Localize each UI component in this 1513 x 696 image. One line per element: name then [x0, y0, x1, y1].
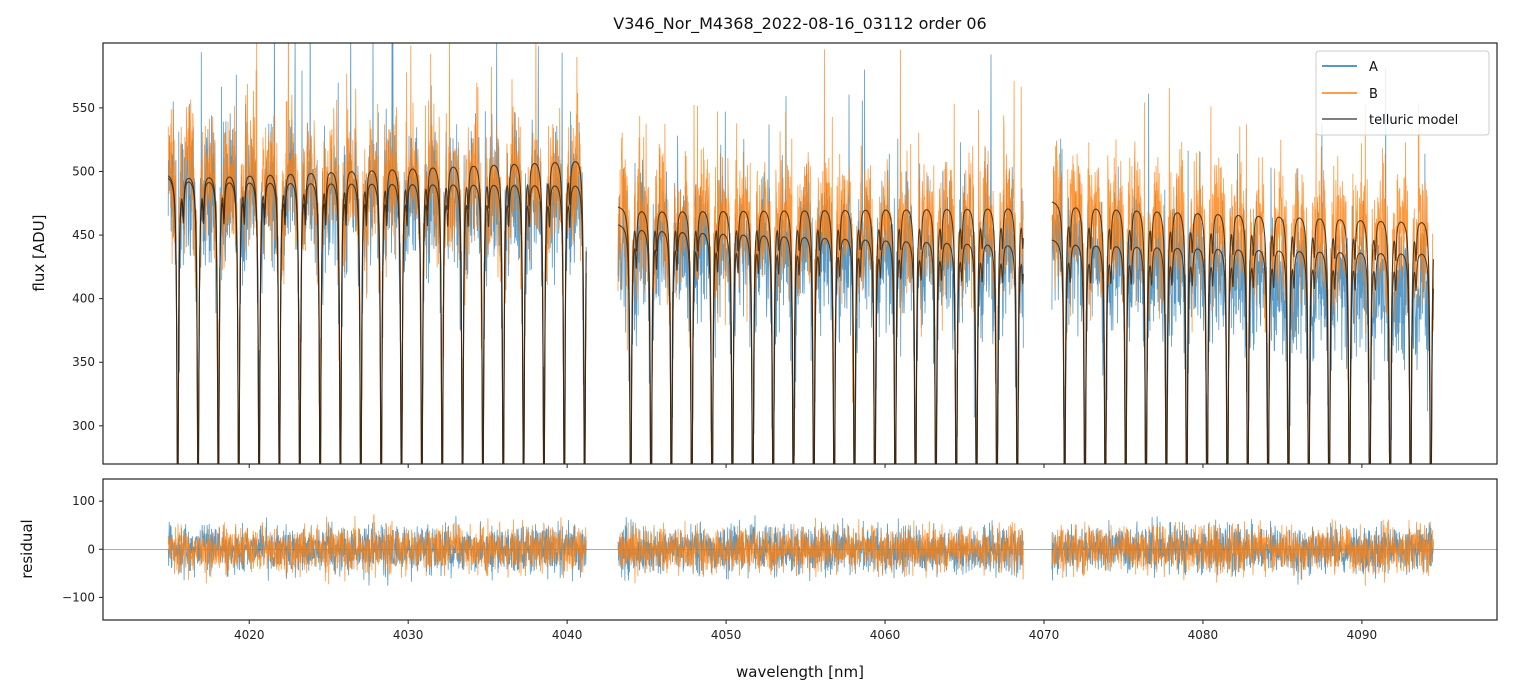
legend-box — [1315, 50, 1490, 136]
telluric-model-curve-1-segment-3 — [1051, 201, 1434, 464]
y-tick-label: 450 — [72, 228, 95, 242]
series-a-flux-segment-1 — [167, 43, 587, 464]
x-tick-label: 4040 — [552, 628, 583, 642]
y-tick-label: 550 — [72, 101, 95, 115]
flux-plot-area — [167, 43, 1434, 464]
telluric-model-curve-2-segment-3 — [1051, 239, 1434, 464]
y-tick-label: 350 — [72, 355, 95, 369]
series-b-flux-segment-1 — [167, 43, 587, 464]
y-axis-label-flux: flux [ADU] — [30, 214, 48, 291]
series-a-flux-segment-2 — [617, 54, 1024, 464]
x-tick-label: 4030 — [393, 628, 424, 642]
series-b-flux-segment-2 — [617, 49, 1024, 464]
telluric-model-curve-2-segment-2 — [617, 224, 1024, 464]
series-b-residual-segment-1 — [167, 514, 587, 585]
telluric-model-curve-1-segment-2 — [617, 206, 1024, 464]
legend-label-telluric: telluric model — [1369, 113, 1458, 128]
x-tick-label: 4090 — [1347, 628, 1378, 642]
y-axis-label-residual: residual — [18, 519, 36, 578]
series-b-residual-segment-2 — [617, 517, 1024, 584]
legend: A B telluric model — [1315, 50, 1490, 136]
x-tick-label: 4060 — [870, 628, 901, 642]
y-tick-label: 100 — [72, 494, 95, 508]
residual-plot-area — [103, 514, 1497, 586]
series-b-residual-segment-3 — [1051, 519, 1434, 586]
y-tick-label: 0 — [87, 542, 95, 556]
x-axis-label: wavelength [nm] — [736, 663, 864, 681]
series-b-flux-segment-3 — [1051, 87, 1434, 464]
x-tick-label: 4080 — [1188, 628, 1219, 642]
x-tick-label: 4050 — [711, 628, 742, 642]
telluric-model-curve-2-segment-1 — [167, 177, 587, 464]
flux-axes-frame — [102, 42, 1498, 465]
chart-title: V346_Nor_M4368_2022-08-16_03112 order 06 — [613, 14, 986, 34]
y-tick-label: 500 — [72, 164, 95, 178]
legend-label-a: A — [1369, 60, 1378, 75]
x-tick-label: 4070 — [1029, 628, 1060, 642]
y-tick-label: 300 — [72, 419, 95, 433]
y-tick-label: 400 — [72, 292, 95, 306]
y-tick-label: −100 — [62, 590, 95, 604]
legend-label-b: B — [1369, 87, 1378, 102]
x-tick-label: 4020 — [234, 628, 265, 642]
